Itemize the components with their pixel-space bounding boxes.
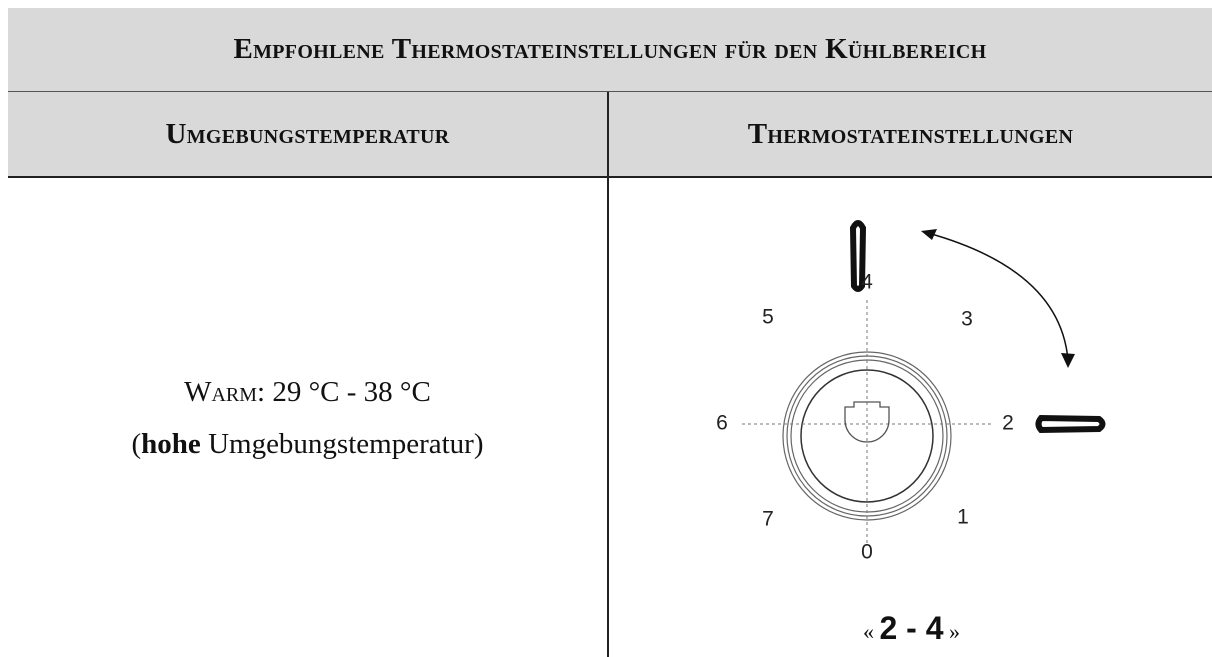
quote: « xyxy=(863,619,874,644)
column-header: Thermostateinstellungen xyxy=(748,118,1074,151)
dial-label: 2 xyxy=(1002,412,1014,435)
body-cell: Warm: 29 °C - 38 °C (hohe Umgebungstempe… xyxy=(8,178,609,657)
header-cell: Thermostateinstellungen xyxy=(609,92,1212,178)
dial-label: 7 xyxy=(762,508,774,531)
dial-label: 1 xyxy=(957,506,969,529)
dial-label: 4 xyxy=(861,271,873,294)
text: ( xyxy=(132,428,142,460)
quote: » xyxy=(949,619,960,644)
temperature-range: : 29 °C - 38 °C xyxy=(257,376,431,408)
knob-horizontal xyxy=(1039,418,1103,430)
dial-label: 0 xyxy=(861,541,873,564)
dial-illustration: 0 1 2 3 4 5 6 7 xyxy=(611,178,1212,657)
column-header: Umgebungstemperatur xyxy=(165,118,449,151)
title-cell: Empfohlene Thermostateinstellungen für d… xyxy=(8,8,1212,92)
dial-label: 6 xyxy=(716,412,728,435)
ambient-text: Warm: 29 °C - 38 °C (hohe Umgebungstempe… xyxy=(132,366,484,470)
arrow-arc xyxy=(928,233,1068,360)
setting-range: « 2 - 4 » xyxy=(611,610,1212,647)
text: Umgebungstemperatur) xyxy=(201,428,484,460)
arrow-head xyxy=(1061,353,1075,368)
text-line: Warm: 29 °C - 38 °C xyxy=(132,366,484,418)
dial-ring xyxy=(791,360,943,512)
dial-label: 3 xyxy=(961,308,973,331)
table-title: Empfohlene Thermostateinstellungen für d… xyxy=(233,33,986,66)
text-line: (hohe Umgebungstemperatur) xyxy=(132,418,484,470)
dial: 0 1 2 3 4 5 6 7 xyxy=(716,223,1102,564)
dial-label: 5 xyxy=(762,306,774,329)
climate-class: Warm xyxy=(184,376,257,408)
page: Empfohlene Thermostateinstellungen für d… xyxy=(0,0,1212,657)
header-cell: Umgebungstemperatur xyxy=(8,92,609,178)
setting-value: 2 - 4 xyxy=(879,610,943,646)
emphasis: hohe xyxy=(141,428,201,460)
